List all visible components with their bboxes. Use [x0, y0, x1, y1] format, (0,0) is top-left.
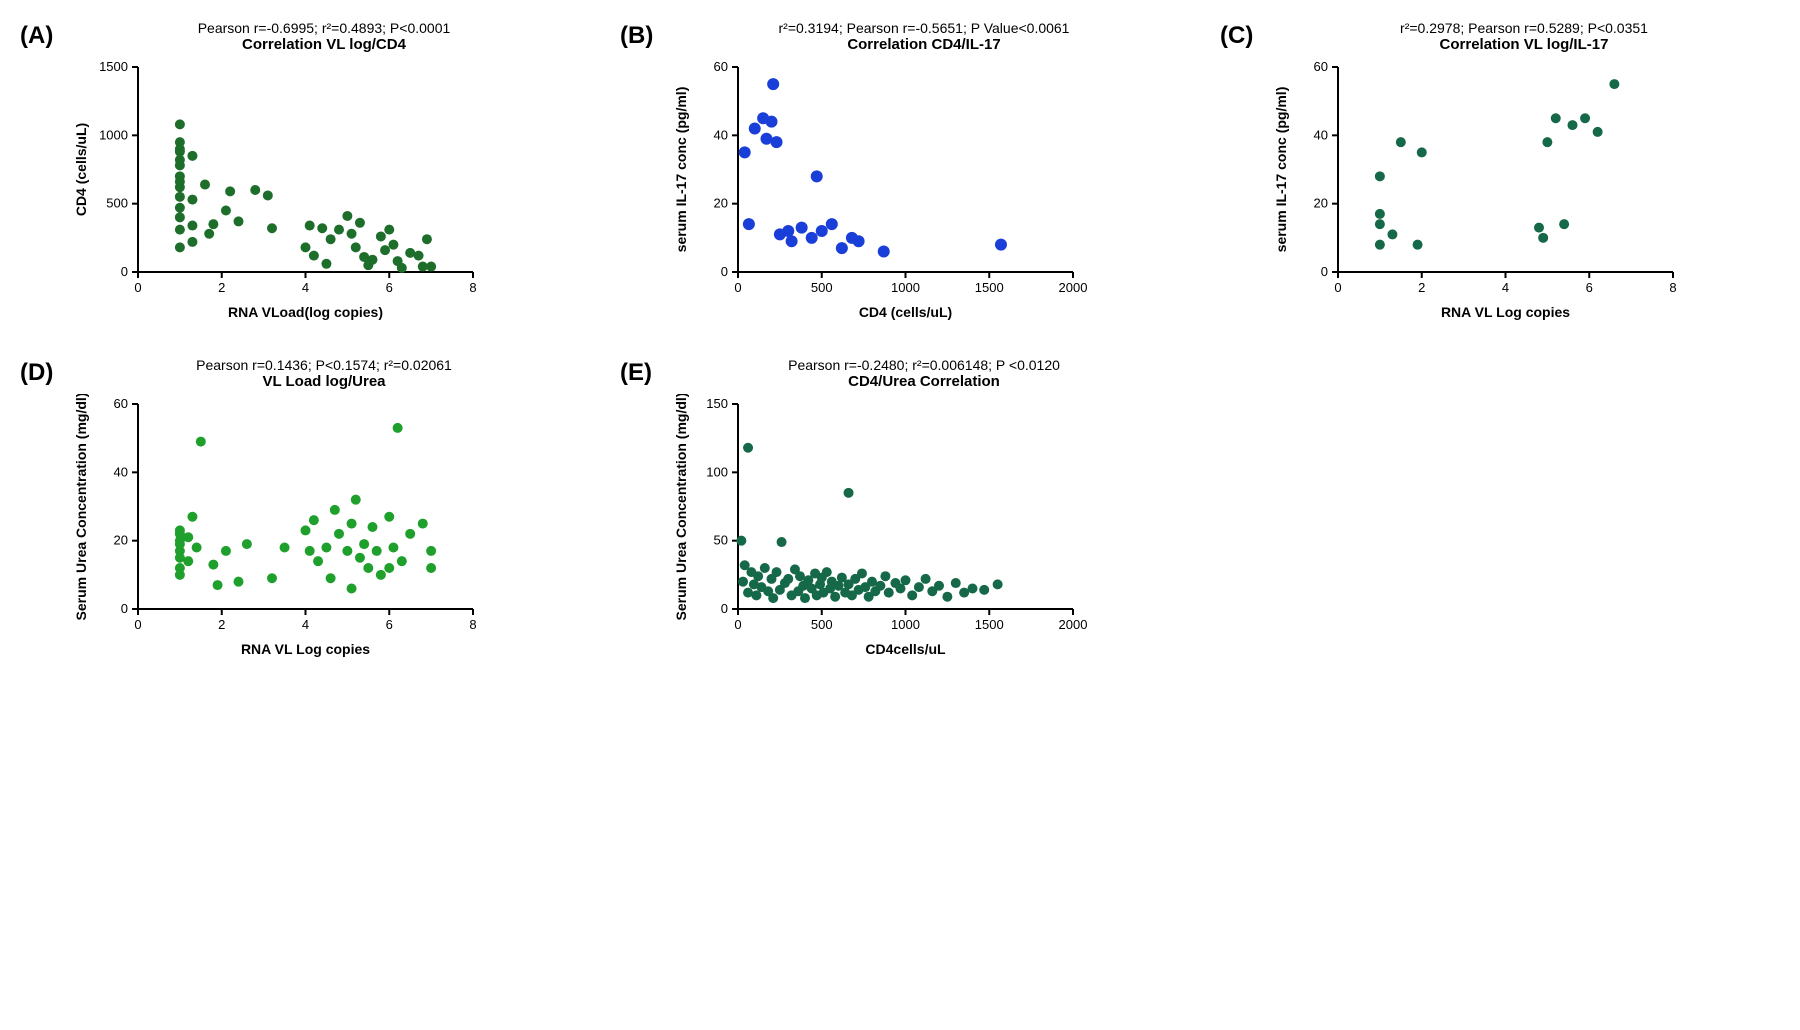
svg-text:4: 4: [302, 280, 309, 295]
svg-text:500: 500: [106, 196, 128, 211]
svg-text:60: 60: [114, 396, 128, 411]
svg-text:0: 0: [1321, 264, 1328, 279]
panel-e: (E) Pearson r=-0.2480; r²=0.006148; P <0…: [620, 357, 1180, 664]
svg-text:1000: 1000: [891, 280, 920, 295]
svg-text:0: 0: [134, 617, 141, 632]
svg-text:20: 20: [114, 533, 128, 548]
panel-b-chart: 0 500 1000 1500 2000 0 20 40 60 CD4 (cells/uL) ser…: [668, 57, 1088, 327]
svg-text:2: 2: [218, 617, 225, 632]
svg-text:1500: 1500: [975, 280, 1004, 295]
svg-text:serum IL-17 conc (pg/ml): serum IL-17 conc (pg/ml): [1273, 87, 1289, 253]
svg-text:4: 4: [302, 617, 309, 632]
svg-text:1500: 1500: [975, 617, 1004, 632]
svg-text:Serum Urea Concentration (mg/d: Serum Urea Concentration (mg/dl): [673, 394, 689, 620]
panel-d: (D) Pearson r=0.1436; P<0.1574; r²=0.020…: [20, 357, 580, 664]
svg-text:RNA VL Log copies: RNA VL Log copies: [1441, 304, 1570, 320]
panel-a-title: Correlation VL log/CD4: [68, 36, 580, 53]
svg-text:40: 40: [1314, 127, 1328, 142]
panel-a-stats: Pearson r=-0.6995; r²=0.4893; P<0.0001: [68, 20, 580, 36]
svg-text:40: 40: [714, 127, 728, 142]
svg-text:CD4 (cells/uL): CD4 (cells/uL): [73, 123, 89, 216]
svg-text:20: 20: [714, 196, 728, 211]
svg-text:50: 50: [714, 533, 728, 548]
svg-text:2: 2: [218, 280, 225, 295]
panel-e-chart: 0 500 1000 1500 2000 0 50 100 150 CD4cells/uL Seru…: [668, 394, 1088, 664]
svg-text:8: 8: [1669, 280, 1676, 295]
svg-text:500: 500: [811, 617, 833, 632]
svg-text:0: 0: [734, 280, 741, 295]
panel-d-stats: Pearson r=0.1436; P<0.1574; r²=0.02061: [68, 357, 580, 373]
svg-text:2000: 2000: [1059, 617, 1088, 632]
svg-text:6: 6: [386, 280, 393, 295]
panel-e-title: CD4/Urea Correlation: [668, 373, 1180, 390]
panel-a: (A) Pearson r=-0.6995; r²=0.4893; P<0.00…: [20, 20, 580, 327]
panel-label-d: (D): [20, 357, 60, 664]
panel-c-chart: 0 2 4 6 8 0 20 40 60 RNA VL Log copies serum IL-17…: [1268, 57, 1688, 327]
panel-a-chart: 0 2 4 6 8 0 500 1000 1500 RNA VLoad(log copies) CD…: [68, 57, 488, 327]
panel-b-title: Correlation CD4/IL-17: [668, 36, 1180, 53]
panel-label-a: (A): [20, 20, 60, 327]
svg-text:8: 8: [469, 617, 476, 632]
svg-text:500: 500: [811, 280, 833, 295]
svg-text:0: 0: [1334, 280, 1341, 295]
svg-text:1000: 1000: [891, 617, 920, 632]
panel-label-e: (E): [620, 357, 660, 664]
svg-text:150: 150: [706, 396, 728, 411]
svg-text:Serum Urea Concentration (mg/d: Serum Urea Concentration (mg/dl): [73, 394, 89, 620]
panel-c-stats: r²=0.2978; Pearson r=0.5289; P<0.0351: [1268, 20, 1780, 36]
panel-b-stats: r²=0.3194; Pearson r=-0.5651; P Value<0.…: [668, 20, 1180, 36]
svg-text:6: 6: [386, 617, 393, 632]
panel-label-c: (C): [1220, 20, 1260, 327]
panel-d-chart: 0 2 4 6 8 0 20 40 60 RNA VL Log copies Serum Urea …: [68, 394, 488, 664]
svg-text:8: 8: [469, 280, 476, 295]
svg-text:serum IL-17 conc (pg/ml): serum IL-17 conc (pg/ml): [673, 87, 689, 253]
panel-c: (C) r²=0.2978; Pearson r=0.5289; P<0.035…: [1220, 20, 1780, 327]
panel-b: (B) r²=0.3194; Pearson r=-0.5651; P Valu…: [620, 20, 1180, 327]
svg-text:0: 0: [134, 280, 141, 295]
svg-text:2000: 2000: [1059, 280, 1088, 295]
figure-grid: (A) Pearson r=-0.6995; r²=0.4893; P<0.00…: [20, 20, 1780, 664]
svg-text:60: 60: [714, 59, 728, 74]
svg-text:RNA VLoad(log copies): RNA VLoad(log copies): [228, 304, 383, 320]
svg-text:0: 0: [734, 617, 741, 632]
svg-text:20: 20: [1314, 196, 1328, 211]
svg-text:1000: 1000: [99, 127, 128, 142]
svg-text:0: 0: [721, 264, 728, 279]
svg-text:60: 60: [1314, 59, 1328, 74]
svg-text:40: 40: [114, 464, 128, 479]
svg-text:2: 2: [1418, 280, 1425, 295]
panel-c-title: Correlation VL log/IL-17: [1268, 36, 1780, 53]
svg-text:RNA VL Log copies: RNA VL Log copies: [241, 641, 370, 657]
panel-d-title: VL Load log/Urea: [68, 373, 580, 390]
svg-text:4: 4: [1502, 280, 1509, 295]
svg-text:1500: 1500: [99, 59, 128, 74]
svg-text:CD4cells/uL: CD4cells/uL: [865, 641, 946, 657]
panel-label-b: (B): [620, 20, 660, 327]
svg-text:0: 0: [121, 264, 128, 279]
svg-text:CD4 (cells/uL): CD4 (cells/uL): [859, 304, 952, 320]
svg-text:100: 100: [706, 464, 728, 479]
svg-text:0: 0: [121, 601, 128, 616]
svg-text:0: 0: [721, 601, 728, 616]
svg-text:6: 6: [1586, 280, 1593, 295]
panel-e-stats: Pearson r=-0.2480; r²=0.006148; P <0.012…: [668, 357, 1180, 373]
